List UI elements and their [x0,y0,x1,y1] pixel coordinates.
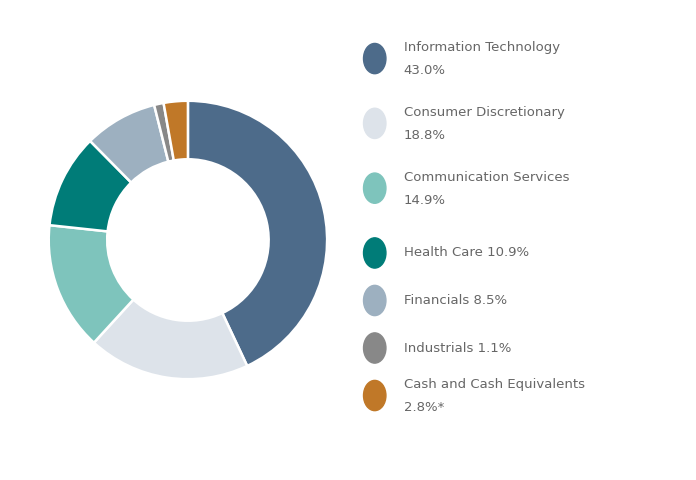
Text: 18.8%: 18.8% [404,129,445,142]
Text: Communication Services: Communication Services [404,171,569,184]
Wedge shape [49,141,131,231]
Wedge shape [94,300,247,379]
Wedge shape [154,103,174,162]
Wedge shape [164,101,188,160]
Text: Consumer Discretionary: Consumer Discretionary [404,106,564,119]
Text: Cash and Cash Equivalents: Cash and Cash Equivalents [404,378,585,391]
Text: 2.8%*: 2.8%* [404,401,444,414]
Circle shape [363,238,386,268]
Wedge shape [90,105,168,182]
Wedge shape [49,225,134,343]
Text: Financials 8.5%: Financials 8.5% [404,294,507,307]
Circle shape [363,108,386,139]
Circle shape [363,380,386,410]
Text: Health Care 10.9%: Health Care 10.9% [404,246,529,260]
Text: Industrials 1.1%: Industrials 1.1% [404,341,511,355]
Text: 14.9%: 14.9% [404,194,445,207]
Text: Information Technology: Information Technology [404,41,560,54]
Text: 43.0%: 43.0% [404,64,445,77]
Circle shape [363,173,386,204]
Circle shape [363,333,386,363]
Wedge shape [188,101,327,366]
Circle shape [363,43,386,73]
Circle shape [363,285,386,316]
